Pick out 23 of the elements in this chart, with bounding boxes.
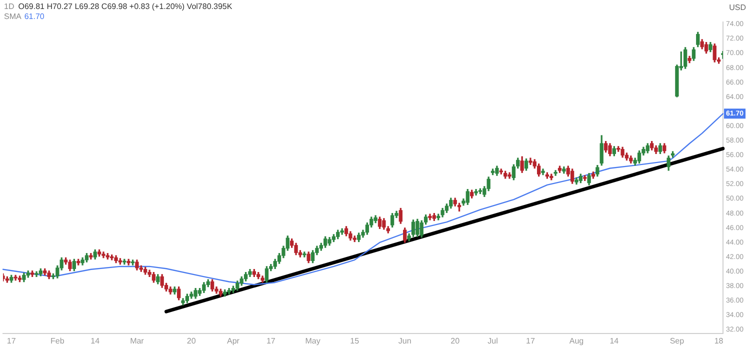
x-tick-label: 17 [266, 336, 276, 346]
x-tick-label: 15 [350, 336, 360, 346]
x-tick-label: May [305, 336, 320, 346]
x-tick-label: 20 [450, 336, 460, 346]
x-tick-label: 17 [526, 336, 536, 346]
x-tick-label: Feb [50, 336, 65, 346]
chart-subtitle: O69.81 H70.27 L69.28 C69.98 +0.83 (+1.20%) Vol780.395K [18, 2, 232, 11]
text: 61.70 [24, 12, 44, 21]
x-tick-label: 18 [714, 336, 724, 346]
candlestick [554, 170, 558, 176]
chart-title: 1D [4, 2, 14, 11]
y-axis-title: USD [729, 3, 746, 12]
x-tick-label: 14 [90, 336, 100, 346]
text: SMA [4, 12, 22, 21]
x-tick-label: Apr [227, 336, 240, 346]
x-tick-label: Jul [488, 336, 498, 346]
x-tick-label: Sep [670, 336, 685, 346]
x-tick-label: Mar [130, 336, 144, 346]
x-tick-label: 14 [610, 336, 620, 346]
x-tick-label: 17 [6, 336, 16, 346]
x-tick-label: Aug [569, 336, 584, 346]
x-tick-label: 20 [186, 336, 196, 346]
x-tick-label: Jun [398, 336, 412, 346]
